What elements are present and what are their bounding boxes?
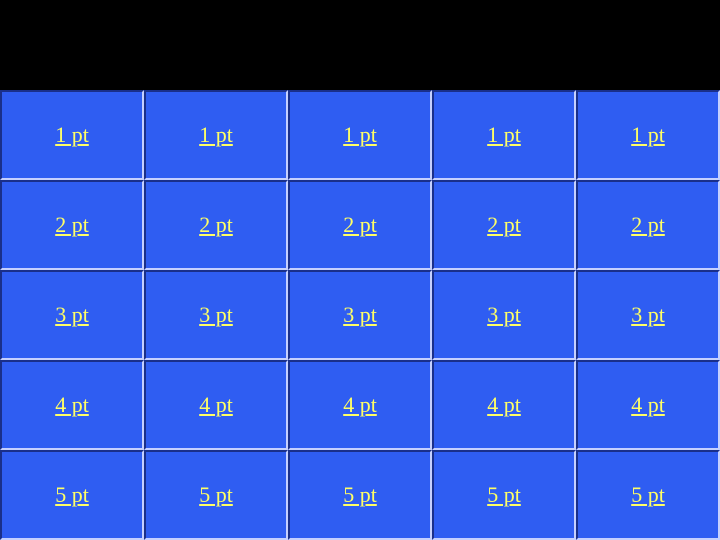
question-link-binomial-with-calc-4[interactable]: 4 pt <box>631 392 665 417</box>
question-cell-variance-std-dev-3[interactable]: 3 pt <box>288 270 432 360</box>
question-link-binomial-with-calc-5[interactable]: 5 pt <box>631 482 665 507</box>
question-link-variance-std-dev-5[interactable]: 5 pt <box>343 482 377 507</box>
question-cell-mean-expectation-3[interactable]: 3 pt <box>144 270 288 360</box>
question-link-mean-expectation-4[interactable]: 4 pt <box>199 392 233 417</box>
question-link-probability-distributions-5[interactable]: 5 pt <box>55 482 89 507</box>
question-link-binomial-with-calc-3[interactable]: 3 pt <box>631 302 665 327</box>
category-variance-std-dev: Variance & Std. Dev. <box>310 18 410 70</box>
question-cell-variance-std-dev-1[interactable]: 1 pt <box>288 90 432 180</box>
question-cell-binomial-with-calc-3[interactable]: 3 pt <box>576 270 720 360</box>
question-link-binomial-no-calc-3[interactable]: 3 pt <box>487 302 521 327</box>
question-cell-probability-distributions-4[interactable]: 4 pt <box>0 360 144 450</box>
question-cell-probability-distributions-5[interactable]: 5 pt <box>0 450 144 540</box>
category-binomial-with-calc: Binomial Distribution (with calc) <box>594 5 702 84</box>
question-cell-probability-distributions-3[interactable]: 3 pt <box>0 270 144 360</box>
question-cell-mean-expectation-1[interactable]: 1 pt <box>144 90 288 180</box>
question-link-probability-distributions-2[interactable]: 2 pt <box>55 212 89 237</box>
question-cell-binomial-no-calc-2[interactable]: 2 pt <box>432 180 576 270</box>
question-link-mean-expectation-5[interactable]: 5 pt <box>199 482 233 507</box>
question-cell-binomial-no-calc-4[interactable]: 4 pt <box>432 360 576 450</box>
question-link-binomial-with-calc-1[interactable]: 1 pt <box>631 122 665 147</box>
question-cell-variance-std-dev-2[interactable]: 2 pt <box>288 180 432 270</box>
category-probability-distributions: Probability Distributions <box>22 22 122 66</box>
question-link-probability-distributions-4[interactable]: 4 pt <box>55 392 89 417</box>
question-cell-variance-std-dev-4[interactable]: 4 pt <box>288 360 432 450</box>
category-binomial-no-calc: Binomial Distribution (no calc) <box>450 5 558 84</box>
question-link-variance-std-dev-1[interactable]: 1 pt <box>343 122 377 147</box>
question-cell-binomial-no-calc-5[interactable]: 5 pt <box>432 450 576 540</box>
question-link-binomial-no-calc-1[interactable]: 1 pt <box>487 122 521 147</box>
question-link-variance-std-dev-3[interactable]: 3 pt <box>343 302 377 327</box>
question-cell-binomial-with-calc-4[interactable]: 4 pt <box>576 360 720 450</box>
question-cell-variance-std-dev-5[interactable]: 5 pt <box>288 450 432 540</box>
question-cell-binomial-no-calc-1[interactable]: 1 pt <box>432 90 576 180</box>
category-mean-expectation: Mean & Expectation <box>163 18 269 70</box>
question-cell-binomial-with-calc-1[interactable]: 1 pt <box>576 90 720 180</box>
question-cell-mean-expectation-4[interactable]: 4 pt <box>144 360 288 450</box>
question-cell-mean-expectation-2[interactable]: 2 pt <box>144 180 288 270</box>
question-cell-probability-distributions-1[interactable]: 1 pt <box>0 90 144 180</box>
question-link-mean-expectation-1[interactable]: 1 pt <box>199 122 233 147</box>
question-link-probability-distributions-1[interactable]: 1 pt <box>55 122 89 147</box>
question-cell-binomial-no-calc-3[interactable]: 3 pt <box>432 270 576 360</box>
question-link-binomial-no-calc-5[interactable]: 5 pt <box>487 482 521 507</box>
question-link-binomial-no-calc-4[interactable]: 4 pt <box>487 392 521 417</box>
question-link-mean-expectation-3[interactable]: 3 pt <box>199 302 233 327</box>
question-link-variance-std-dev-4[interactable]: 4 pt <box>343 392 377 417</box>
category-header-row: Probability Distributions Mean & Expecta… <box>0 0 720 90</box>
question-grid: 1 pt 1 pt 1 pt 1 pt 1 pt 2 pt 2 pt 2 pt 2 pt 2 pt… <box>0 90 720 540</box>
question-link-probability-distributions-3[interactable]: 3 pt <box>55 302 89 327</box>
question-cell-binomial-with-calc-2[interactable]: 2 pt <box>576 180 720 270</box>
question-link-variance-std-dev-2[interactable]: 2 pt <box>343 212 377 237</box>
question-link-mean-expectation-2[interactable]: 2 pt <box>199 212 233 237</box>
question-link-binomial-with-calc-2[interactable]: 2 pt <box>631 212 665 237</box>
question-cell-probability-distributions-2[interactable]: 2 pt <box>0 180 144 270</box>
question-link-binomial-no-calc-2[interactable]: 2 pt <box>487 212 521 237</box>
question-cell-binomial-with-calc-5[interactable]: 5 pt <box>576 450 720 540</box>
question-cell-mean-expectation-5[interactable]: 5 pt <box>144 450 288 540</box>
